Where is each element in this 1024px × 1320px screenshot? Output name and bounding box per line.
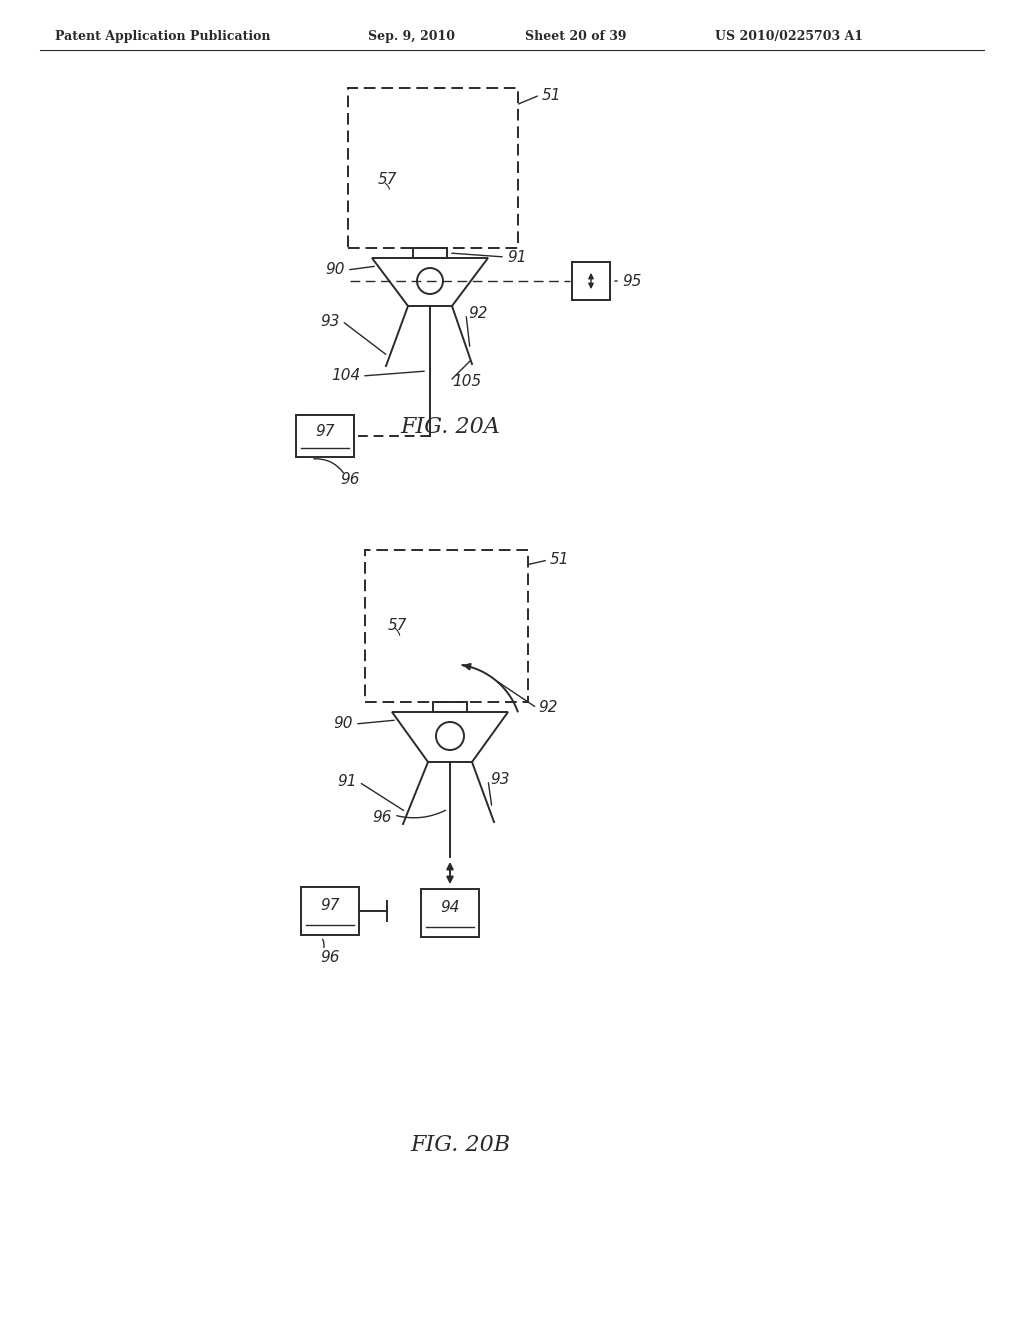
Text: 51: 51 — [542, 87, 561, 103]
Bar — [296, 414, 354, 457]
Text: 93: 93 — [490, 772, 510, 788]
Bar — [433, 702, 467, 711]
Bar — [572, 261, 610, 300]
Text: 96: 96 — [340, 471, 359, 487]
Text: 51: 51 — [550, 553, 569, 568]
Text: 97: 97 — [321, 899, 340, 913]
Text: Sheet 20 of 39: Sheet 20 of 39 — [525, 30, 627, 44]
Text: 92: 92 — [468, 306, 487, 322]
Bar — [413, 248, 447, 257]
Text: FIG. 20B: FIG. 20B — [410, 1134, 510, 1156]
Text: 96: 96 — [321, 949, 340, 965]
Text: 105: 105 — [452, 374, 481, 388]
Text: 92: 92 — [538, 700, 557, 714]
Bar — [348, 88, 518, 248]
Text: 57: 57 — [378, 173, 397, 187]
Text: 94: 94 — [440, 900, 460, 916]
Bar — [365, 550, 528, 702]
Text: 90: 90 — [326, 263, 345, 277]
Text: 91: 91 — [507, 249, 526, 264]
Text: Sep. 9, 2010: Sep. 9, 2010 — [368, 30, 455, 44]
Bar — [301, 887, 359, 935]
Text: Patent Application Publication: Patent Application Publication — [55, 30, 270, 44]
Text: 90: 90 — [334, 717, 353, 731]
Text: 95: 95 — [622, 273, 641, 289]
Bar — [421, 888, 479, 937]
Text: 91: 91 — [338, 775, 357, 789]
Text: 96: 96 — [373, 809, 392, 825]
Text: 97: 97 — [315, 425, 335, 440]
Text: 57: 57 — [388, 618, 408, 632]
Text: 104: 104 — [331, 368, 360, 384]
Text: US 2010/0225703 A1: US 2010/0225703 A1 — [715, 30, 863, 44]
Text: FIG. 20A: FIG. 20A — [400, 416, 500, 438]
Text: 93: 93 — [321, 314, 340, 329]
